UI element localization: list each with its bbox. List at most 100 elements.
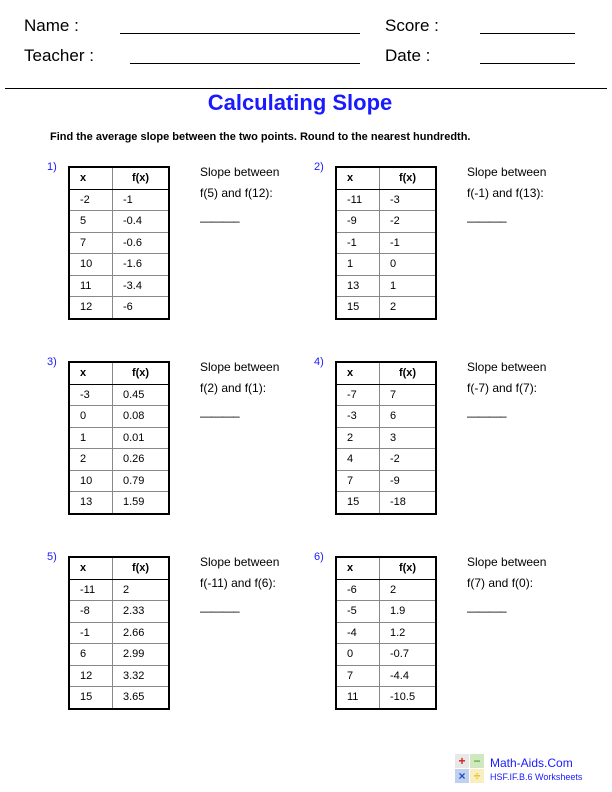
x-cell: -1	[335, 231, 380, 254]
date-label: Date :	[385, 46, 431, 65]
table-row: 11 -10.5	[335, 686, 437, 709]
table-row: -2 -1	[68, 188, 170, 211]
problem-number: 1)	[47, 161, 57, 173]
x-cell: 10	[68, 469, 113, 492]
slope-prompt: Slope between	[200, 360, 280, 374]
table-row: 0 0.08	[68, 405, 170, 428]
table-row: -9 -2	[335, 210, 437, 233]
fx-cell: 1	[379, 274, 437, 297]
table-header-row: x f(x)	[335, 556, 437, 580]
answer-blank[interactable]: ———–	[200, 409, 240, 423]
header-x: x	[68, 556, 113, 580]
date-field[interactable]	[480, 63, 575, 64]
x-cell: 15	[68, 686, 113, 709]
slope-points: f(7) and f(0):	[467, 576, 534, 590]
teacher-field[interactable]	[130, 63, 360, 64]
problem-2: 2) x f(x) -11 -3 -9 -2 -1 -1 1 0 13 1 15 2 Slope bet…	[314, 161, 584, 341]
slope-prompt: Slope between	[467, 165, 547, 179]
problem-number: 4)	[314, 356, 324, 368]
x-cell: -3	[335, 405, 380, 428]
table-row: 12 3.32	[68, 664, 170, 687]
function-table: x f(x) -6 2 -5 1.9 -4 1.2 0 -0.7 7 -4.4 11 -10.5	[335, 556, 437, 710]
table-row: 10 0.79	[68, 469, 170, 492]
minus-icon: −	[470, 754, 484, 768]
x-cell: 1	[68, 426, 113, 449]
fx-cell: 1.2	[379, 621, 437, 644]
fx-cell: -9	[379, 469, 437, 492]
answer-blank[interactable]: ———–	[467, 604, 507, 618]
name-field[interactable]	[120, 33, 360, 34]
header-fx: f(x)	[379, 556, 437, 580]
x-cell: -8	[68, 600, 113, 623]
table-row: 15 -18	[335, 491, 437, 514]
table-row: -3 0.45	[68, 383, 170, 406]
table-row: -3 6	[335, 405, 437, 428]
fx-cell: 2	[379, 296, 437, 319]
function-table: x f(x) -7 7 -3 6 2 3 4 -2 7 -9 15 -18	[335, 361, 437, 515]
slope-points: f(-7) and f(7):	[467, 381, 538, 395]
answer-blank[interactable]: ———–	[467, 409, 507, 423]
fx-cell: -10.5	[379, 686, 437, 709]
standard-label: HSF.IF.B.6 Worksheets	[490, 772, 583, 782]
math-aids-logo: + − × ÷	[455, 754, 485, 784]
table-row: 1 0.01	[68, 426, 170, 449]
answer-blank[interactable]: ———–	[200, 214, 240, 228]
x-cell: 4	[335, 448, 380, 471]
problem-number: 2)	[314, 161, 324, 173]
slope-prompt: Slope between	[200, 555, 280, 569]
answer-blank[interactable]: ———–	[467, 214, 507, 228]
page-title: Calculating Slope	[207, 90, 393, 115]
x-cell: 0	[68, 405, 113, 428]
table-row: 13 1	[335, 274, 437, 297]
x-cell: 15	[335, 491, 380, 514]
slope-points: f(-1) and f(13):	[467, 186, 544, 200]
fx-cell: 6	[379, 405, 437, 428]
x-cell: 0	[335, 643, 380, 666]
table-row: 6 2.99	[68, 643, 170, 666]
slope-prompt: Slope between	[467, 555, 547, 569]
x-cell: -9	[335, 210, 380, 233]
table-row: 2 0.26	[68, 448, 170, 471]
x-cell: 11	[68, 274, 113, 297]
fx-cell: -6	[112, 296, 170, 319]
header-fx: f(x)	[379, 166, 437, 190]
problem-5: 5) x f(x) -11 2 -8 2.33 -1 2.66 6 2.99 12 3.32 15 3.…	[47, 551, 317, 731]
header-fx: f(x)	[379, 361, 437, 385]
table-row: -11 2	[68, 578, 170, 601]
function-table: x f(x) -11 -3 -9 -2 -1 -1 1 0 13 1 15 2	[335, 166, 437, 320]
fx-cell: -4.4	[379, 664, 437, 687]
fx-cell: 3	[379, 426, 437, 449]
fx-cell: -0.4	[112, 210, 170, 233]
table-row: 15 3.65	[68, 686, 170, 709]
header-divider	[5, 88, 607, 89]
table-row: -7 7	[335, 383, 437, 406]
fx-cell: 0.01	[112, 426, 170, 449]
score-field[interactable]	[480, 33, 575, 34]
x-cell: 11	[335, 686, 380, 709]
table-row: 12 -6	[68, 296, 170, 319]
score-label: Score :	[385, 16, 439, 35]
table-header-row: x f(x)	[68, 556, 170, 580]
slope-prompt: Slope between	[200, 165, 280, 179]
x-cell: 15	[335, 296, 380, 319]
fx-cell: 2.99	[112, 643, 170, 666]
table-header-row: x f(x)	[68, 361, 170, 385]
problem-3: 3) x f(x) -3 0.45 0 0.08 1 0.01 2 0.26 10 0.79 13 1.…	[47, 356, 317, 536]
fx-cell: -1	[112, 188, 170, 211]
fx-cell: 1.59	[112, 491, 170, 514]
fx-cell: -3	[379, 188, 437, 211]
slope-prompt: Slope between	[467, 360, 547, 374]
answer-blank[interactable]: ———–	[200, 604, 240, 618]
table-row: 15 2	[335, 296, 437, 319]
header-x: x	[68, 361, 113, 385]
x-cell: -5	[335, 600, 380, 623]
problem-number: 3)	[47, 356, 57, 368]
x-cell: 5	[68, 210, 113, 233]
x-cell: 2	[68, 448, 113, 471]
problem-number: 5)	[47, 551, 57, 563]
table-row: 5 -0.4	[68, 210, 170, 233]
x-cell: -7	[335, 383, 380, 406]
table-header-row: x f(x)	[335, 361, 437, 385]
fx-cell: 0	[379, 253, 437, 276]
